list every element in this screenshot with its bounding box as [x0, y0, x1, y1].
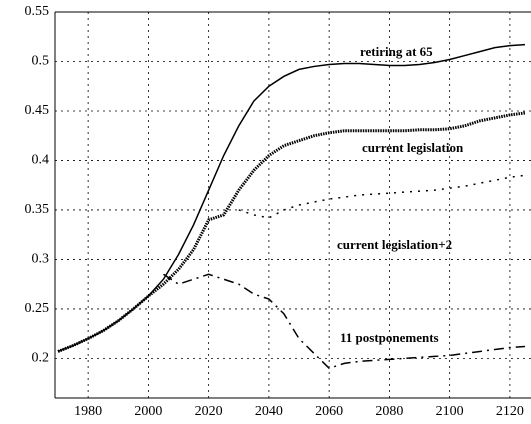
y-tick-label: 0.35 [25, 202, 50, 217]
x-tick-label: 2080 [375, 404, 403, 419]
y-tick-label: 0.3 [32, 252, 50, 267]
x-tick-label: 1980 [74, 404, 102, 419]
x-tick-label: 2040 [255, 404, 283, 419]
x-tick-label: 2000 [134, 404, 162, 419]
series-line [57, 111, 526, 353]
x-tick-label: 2120 [496, 404, 524, 419]
series-line [163, 273, 526, 370]
x-tick-label: 2060 [315, 404, 343, 419]
y-tick-label: 0.25 [25, 301, 50, 316]
series-line [57, 43, 526, 353]
series-label: retiring at 65 [360, 44, 433, 59]
y-tick-label: 0.55 [25, 4, 50, 19]
series-label: current legislation+2 [337, 237, 452, 252]
x-tick-label: 2100 [436, 404, 464, 419]
y-tick-label: 0.4 [32, 153, 50, 168]
y-tick-label: 0.45 [25, 103, 50, 118]
x-tick-label: 2020 [195, 404, 223, 419]
y-tick-label: 0.2 [32, 351, 50, 366]
series-label: current legislation [362, 140, 464, 155]
y-tick-label: 0.5 [32, 54, 50, 69]
series-line [238, 174, 526, 219]
